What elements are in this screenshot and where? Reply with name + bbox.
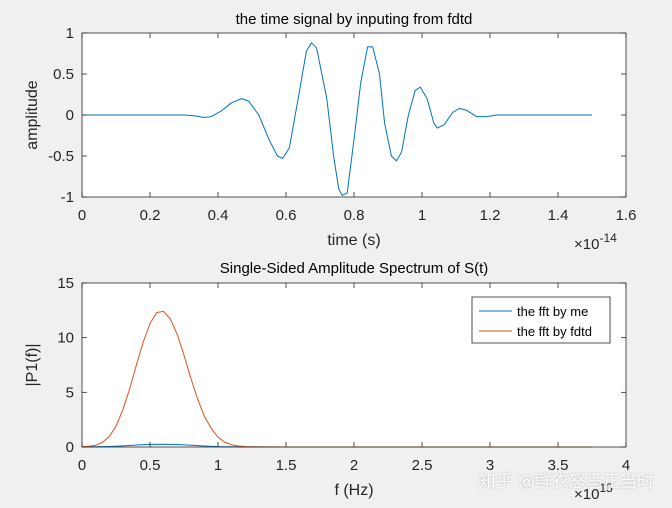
legend-box (471, 296, 611, 344)
x-tick-label: 1.2 (480, 207, 501, 224)
y-tick-label: 0.5 (53, 66, 74, 83)
legend: the fft by me the fft by fdtd (471, 296, 611, 344)
y-axis-label: amplitude (24, 80, 41, 149)
legend-label: the fft by fdtd (517, 324, 592, 339)
x-tick-label: 1 (418, 207, 426, 224)
y-tick-label: 5 (66, 384, 74, 401)
x-tick-label: 1 (214, 457, 222, 474)
x-tick-label: 0.4 (208, 207, 229, 224)
y-tick-label: 1 (66, 25, 74, 42)
x-tick-label: 0.6 (276, 207, 297, 224)
x-tick-label: 2 (350, 457, 358, 474)
y-axis-label: |P1(f)| (24, 344, 41, 387)
legend-label: the fft by me (517, 304, 588, 319)
x-tick-label: 0.2 (140, 207, 161, 224)
y-tick-label: 0 (66, 107, 74, 124)
x-exponent-power: 15 (599, 481, 613, 495)
x-tick-label: 2.5 (412, 457, 433, 474)
chart-title: the time signal by inputing from fdtd (236, 11, 473, 28)
chart-1: 0 0.2 0.4 0.6 0.8 1 1.2 1.4 1.6 -1 -0.5 0 0.5 1 the ti… (24, 11, 636, 253)
watermark-text: 知乎 @鲜衣怒马正当时 (478, 472, 654, 492)
x-tick-label: 3.5 (548, 457, 569, 474)
x-tick-label: 0.5 (140, 457, 161, 474)
x-tick-label: 3 (486, 457, 494, 474)
x-axis-label: time (s) (327, 232, 380, 249)
x-exponent-base: ×10 (574, 236, 599, 253)
x-exponent-base: ×10 (574, 486, 599, 503)
y-tick-label: -1 (61, 189, 74, 206)
chart-title: Single-Sided Amplitude Spectrum of S(t) (220, 260, 488, 277)
y-tick-label: 15 (57, 275, 74, 292)
y-tick-label: 0 (66, 439, 74, 456)
x-tick-label: 1.6 (616, 207, 637, 224)
x-axis-label: f (Hz) (334, 482, 373, 499)
x-exponent-power: -14 (599, 231, 617, 245)
x-tick-label: 1.4 (548, 207, 569, 224)
series-line-signal (82, 42, 592, 196)
x-tick-label: 4 (622, 457, 630, 474)
x-exponent-label: ×10-14 (574, 231, 617, 253)
x-tick-label: 0.8 (344, 207, 365, 224)
y-tick-label: 10 (57, 330, 74, 347)
y-tick-label: -0.5 (48, 148, 74, 165)
x-tick-label: 1.5 (276, 457, 297, 474)
x-exponent-label: ×1015 (574, 481, 613, 503)
x-tick-label: 0 (78, 457, 86, 474)
chart-2: 0 0.5 1 1.5 2 2.5 3 3.5 4 0 5 10 15 Single-Sided Ampl… (24, 260, 630, 503)
x-tick-label: 0 (78, 207, 86, 224)
